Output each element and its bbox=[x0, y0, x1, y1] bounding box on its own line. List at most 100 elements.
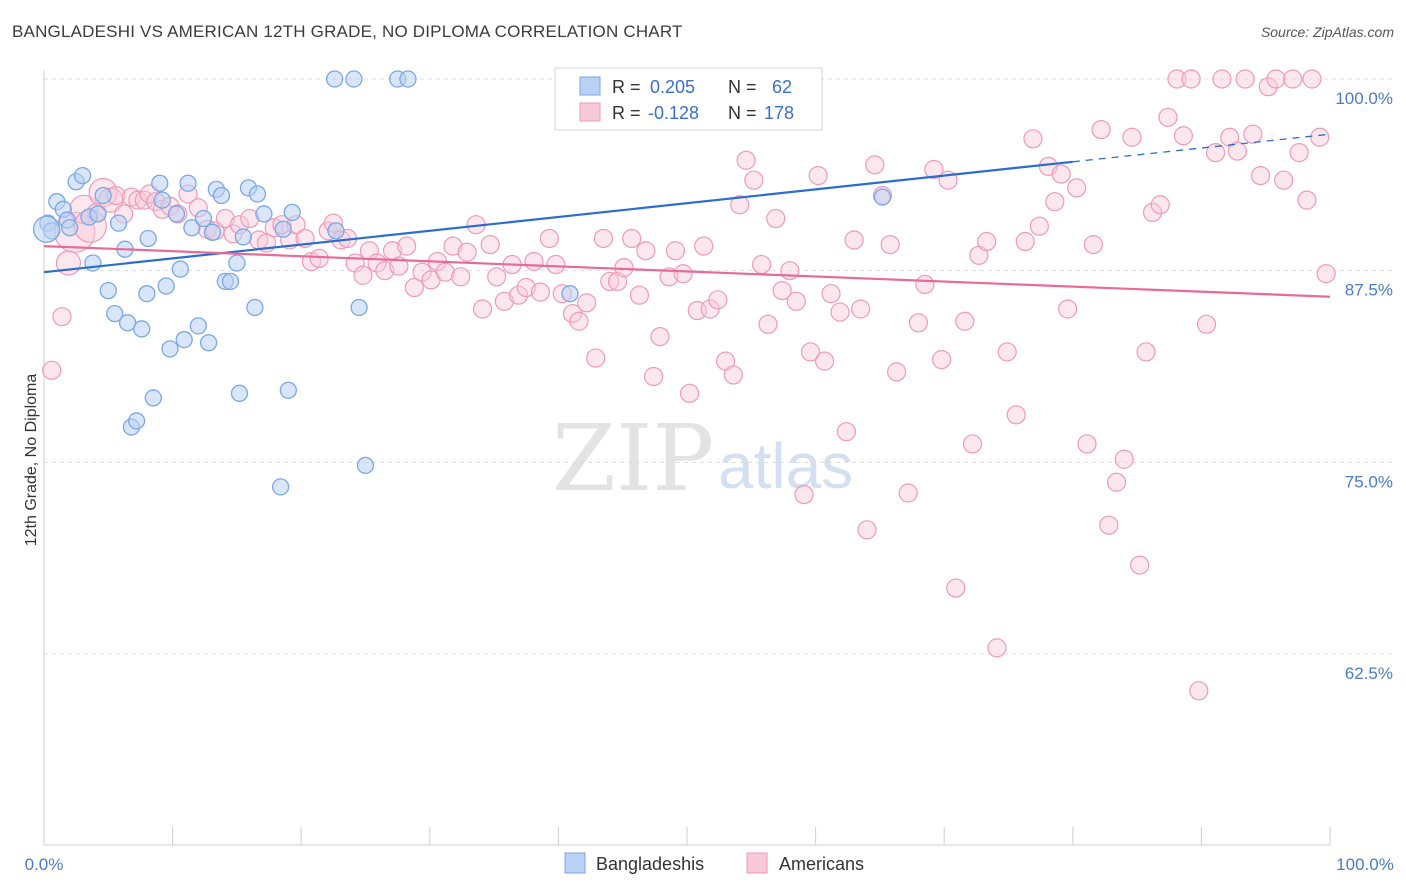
bangladeshi-point bbox=[230, 384, 249, 402]
bangladeshi-point bbox=[325, 70, 344, 88]
american-point bbox=[614, 258, 634, 278]
american-point bbox=[1310, 127, 1330, 147]
bangladeshi-point bbox=[138, 285, 156, 303]
american-point bbox=[857, 520, 877, 540]
bangladeshi-point bbox=[283, 203, 301, 222]
american-point bbox=[1122, 127, 1142, 147]
bangladeshi-point bbox=[127, 412, 146, 430]
bangladeshi-point bbox=[161, 340, 179, 358]
american-point bbox=[730, 195, 750, 215]
americans-points bbox=[42, 69, 1336, 701]
american-point bbox=[1283, 69, 1303, 89]
american-point bbox=[836, 422, 857, 442]
american-point bbox=[586, 348, 606, 368]
bangladeshi-point bbox=[561, 285, 579, 303]
american-point bbox=[800, 342, 821, 362]
bangladeshi-point bbox=[212, 186, 231, 205]
american-point bbox=[1158, 107, 1178, 127]
american-point bbox=[723, 365, 743, 385]
x-ticks bbox=[43, 827, 1331, 845]
american-point bbox=[1173, 126, 1193, 146]
american-point bbox=[472, 299, 493, 319]
american-point bbox=[830, 302, 850, 322]
american-point bbox=[786, 291, 806, 311]
bangladeshis-points bbox=[32, 70, 892, 496]
american-point bbox=[1136, 342, 1156, 362]
x-tick-label-min: 0.0% bbox=[25, 855, 64, 874]
bangladeshi-point bbox=[189, 317, 207, 335]
bangladeshi-point bbox=[248, 185, 267, 203]
american-point bbox=[593, 228, 614, 249]
american-point bbox=[530, 282, 550, 302]
american-point bbox=[389, 256, 409, 276]
trend-lines bbox=[43, 133, 1331, 298]
american-point bbox=[1091, 120, 1111, 140]
american-point bbox=[1067, 178, 1087, 198]
american-point bbox=[794, 484, 814, 505]
american-point bbox=[673, 264, 693, 284]
american-point bbox=[1015, 231, 1035, 252]
legend-swatch-pink bbox=[579, 102, 601, 122]
american-point bbox=[815, 351, 835, 371]
bangladeshi-point bbox=[61, 219, 79, 237]
bottom-legend-swatch-blue bbox=[564, 852, 586, 874]
bangladeshi-point bbox=[271, 478, 290, 496]
american-point bbox=[751, 254, 772, 275]
bangladeshi-point bbox=[399, 70, 417, 88]
american-point bbox=[844, 230, 864, 250]
legend-r-value-pink: -0.128 bbox=[648, 103, 699, 123]
y-tick-label: 62.5% bbox=[1345, 664, 1393, 683]
american-point bbox=[1297, 190, 1317, 210]
legend-r-label-pink: R = bbox=[612, 103, 641, 123]
american-point bbox=[955, 311, 975, 331]
american-point bbox=[808, 166, 828, 186]
american-point bbox=[494, 291, 514, 311]
bangladeshi-point bbox=[153, 191, 171, 209]
american-point bbox=[1302, 69, 1322, 89]
american-point bbox=[1205, 143, 1226, 163]
series-legend: Bangladeshis Americans bbox=[564, 852, 864, 874]
bangladeshi-point bbox=[167, 205, 186, 223]
american-point bbox=[1114, 449, 1134, 469]
american-point bbox=[562, 304, 583, 324]
bangladeshi-point bbox=[133, 320, 151, 338]
american-point bbox=[480, 235, 500, 255]
american-point bbox=[636, 241, 656, 261]
american-point bbox=[1250, 166, 1271, 186]
bangladeshi-point bbox=[144, 389, 162, 407]
american-point bbox=[1058, 299, 1078, 319]
american-point bbox=[915, 274, 935, 295]
bangladeshi-point bbox=[199, 334, 218, 352]
x-tick-label-max: 100.0% bbox=[1336, 855, 1394, 874]
bangladeshi-point bbox=[151, 174, 169, 192]
bangladeshi-point bbox=[139, 229, 157, 248]
bangladeshi-point bbox=[345, 70, 363, 88]
american-point bbox=[821, 284, 841, 304]
legend-r-label-blue: R = bbox=[612, 77, 641, 97]
american-point bbox=[539, 228, 559, 249]
american-point bbox=[435, 262, 455, 282]
american-point bbox=[397, 236, 417, 256]
watermark-atlas: atlas bbox=[718, 430, 853, 502]
american-point bbox=[1083, 235, 1103, 255]
watermark-zip: ZIP bbox=[552, 405, 714, 512]
american-point bbox=[1142, 202, 1163, 222]
y-tick-labels: 62.5% 75.0% 87.5% 100.0% bbox=[1335, 89, 1393, 683]
american-point bbox=[1181, 69, 1201, 89]
american-point bbox=[1023, 129, 1043, 149]
bangladeshi-point bbox=[203, 223, 222, 241]
legend-n-value-blue: 62 bbox=[772, 77, 792, 97]
american-point bbox=[577, 293, 597, 313]
bangladeshi-trend-extension bbox=[1072, 133, 1331, 163]
american-point bbox=[665, 241, 686, 261]
american-point bbox=[865, 155, 885, 175]
american-point bbox=[1150, 195, 1170, 215]
bangladeshi-point bbox=[327, 222, 345, 240]
american-point bbox=[708, 290, 728, 310]
american-point bbox=[516, 277, 536, 298]
american-point bbox=[1235, 69, 1255, 89]
american-point bbox=[1106, 472, 1127, 492]
american-point bbox=[1289, 143, 1309, 163]
american-point bbox=[1167, 69, 1187, 89]
bangladeshi-point bbox=[221, 272, 240, 291]
